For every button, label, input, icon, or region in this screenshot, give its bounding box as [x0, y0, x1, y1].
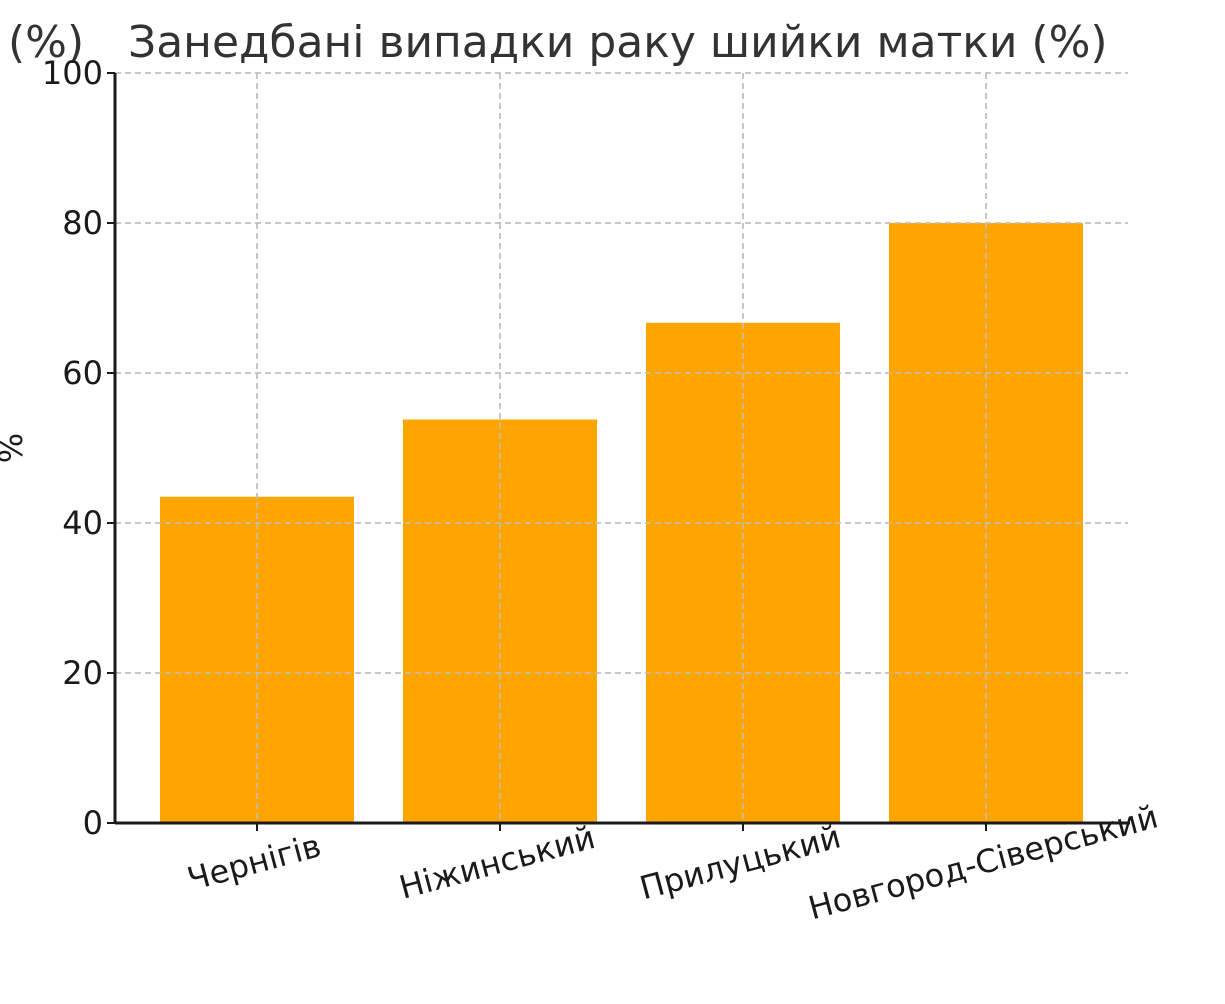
- y-tick-label: 100: [42, 54, 103, 92]
- chart-title-fragment: (%): [8, 17, 84, 68]
- y-tick-label: 80: [62, 204, 103, 242]
- y-tick-labels: 0 20 40 60 80 100: [42, 54, 103, 842]
- y-tick-label: 20: [62, 654, 103, 692]
- bars: [115, 72, 1128, 823]
- bar: [403, 419, 597, 823]
- x-tick-label: Ніжинський: [395, 818, 599, 907]
- y-axis-label: %: [0, 433, 30, 463]
- x-tick-label: Чернігів: [183, 826, 325, 898]
- y-tick-label: 60: [62, 354, 103, 392]
- y-tick-label: 40: [62, 504, 103, 542]
- y-tick-label: 0: [83, 804, 103, 842]
- axes: [107, 72, 1130, 831]
- chart-title: Занедбані випадки раку шийки матки (%): [128, 17, 1108, 68]
- grid-overlay: [115, 72, 1128, 823]
